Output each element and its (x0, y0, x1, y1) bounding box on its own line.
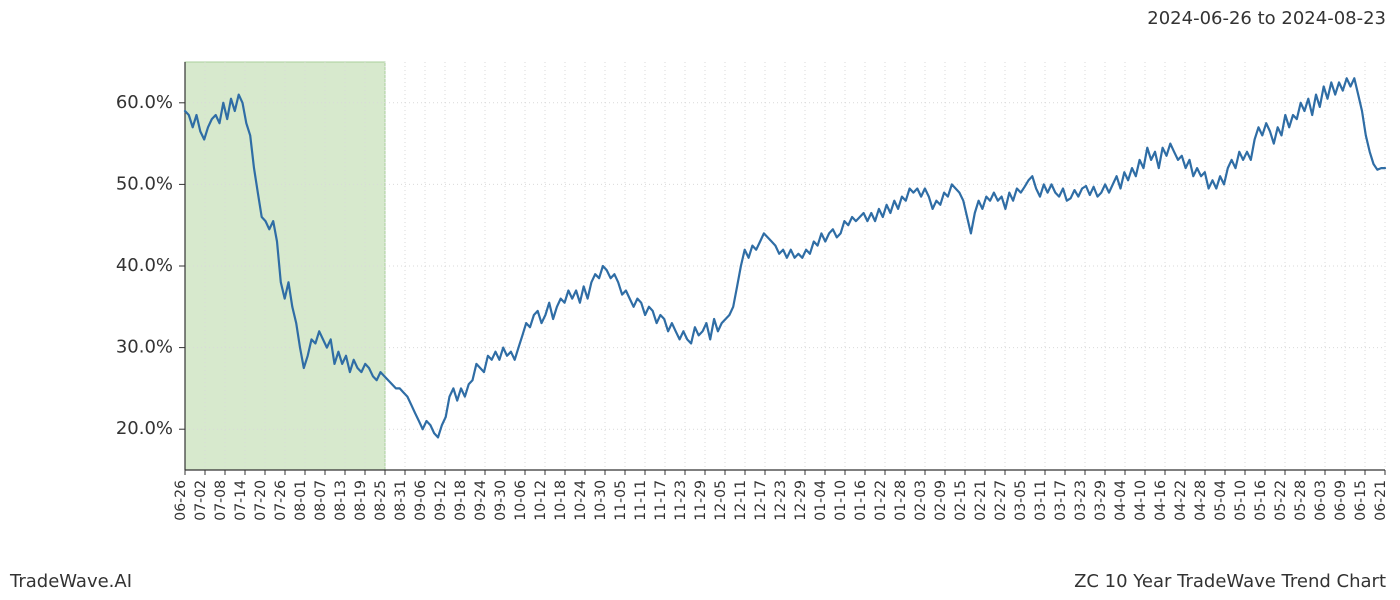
y-tick-label: 30.0% (116, 337, 173, 358)
x-tick-label: 09-24 (473, 480, 489, 521)
x-tick-label: 11-11 (633, 480, 649, 521)
x-tick-label: 03-17 (1053, 480, 1069, 521)
x-tick-label: 12-11 (733, 480, 749, 521)
x-tick-label: 11-17 (653, 480, 669, 521)
x-tick-label: 05-22 (1273, 480, 1289, 521)
trend-chart: 20.0% 30.0% 40.0% 50.0% 60.0% 06-2607-0207-08… (0, 0, 1400, 600)
x-tick-label: 05-16 (1253, 480, 1269, 521)
x-tick-label: 07-20 (253, 480, 269, 521)
x-tick-label: 01-22 (873, 480, 889, 521)
x-tick-label: 05-28 (1293, 480, 1309, 521)
x-tick-label: 01-04 (813, 480, 829, 521)
x-tick-label: 05-04 (1213, 480, 1229, 521)
x-tick-label: 12-17 (753, 480, 769, 521)
x-tick-label: 06-26 (173, 480, 189, 521)
x-tick-label: 12-29 (793, 480, 809, 521)
y-tick-label: 40.0% (116, 255, 173, 276)
x-tick-label: 12-05 (713, 480, 729, 521)
x-tick-label: 07-14 (233, 480, 249, 521)
y-tick-label: 20.0% (116, 418, 173, 439)
x-tick-label: 06-09 (1333, 480, 1349, 521)
x-tick-label: 07-02 (193, 480, 209, 521)
x-tick-label: 06-03 (1313, 480, 1329, 521)
y-tick-label: 60.0% (116, 92, 173, 113)
x-tick-label: 07-26 (273, 480, 289, 521)
x-tick-label: 06-21 (1373, 480, 1389, 521)
x-tick-label: 08-19 (353, 480, 369, 521)
x-tick-label: 01-28 (893, 480, 909, 521)
x-tick-label: 05-10 (1233, 480, 1249, 521)
x-tick-label: 02-21 (973, 480, 989, 521)
x-tick-label: 07-08 (213, 480, 229, 521)
x-tick-label: 10-24 (573, 480, 589, 521)
x-tick-label: 09-12 (433, 480, 449, 521)
x-tick-label: 10-30 (593, 480, 609, 521)
x-tick-label: 04-04 (1113, 480, 1129, 521)
x-tick-label: 01-10 (833, 480, 849, 521)
chart-title-label: ZC 10 Year TradeWave Trend Chart (1074, 571, 1386, 592)
x-tick-label: 08-01 (293, 480, 309, 521)
x-tick-label: 03-23 (1073, 480, 1089, 521)
x-tick-label: 01-16 (853, 480, 869, 521)
x-tick-label: 08-13 (333, 480, 349, 521)
x-tick-label: 10-06 (513, 480, 529, 521)
x-tick-label: 08-31 (393, 480, 409, 521)
x-tick-label: 04-28 (1193, 480, 1209, 521)
x-tick-label: 10-12 (533, 480, 549, 521)
x-tick-label: 09-18 (453, 480, 469, 521)
x-tick-label: 08-07 (313, 480, 329, 521)
x-tick-label: 03-05 (1013, 480, 1029, 521)
attribution-label: TradeWave.AI (10, 571, 132, 592)
x-tick-label: 09-06 (413, 480, 429, 521)
x-tick-label: 11-05 (613, 480, 629, 521)
x-tick-label: 04-22 (1173, 480, 1189, 521)
x-tick-label: 11-23 (673, 480, 689, 521)
x-tick-label: 09-30 (493, 480, 509, 521)
x-tick-label: 12-23 (773, 480, 789, 521)
x-tick-label: 08-25 (373, 480, 389, 521)
x-tick-label: 06-15 (1353, 480, 1369, 521)
x-tick-label: 02-27 (993, 480, 1009, 521)
x-tick-label: 02-03 (913, 480, 929, 521)
x-tick-label: 02-15 (953, 480, 969, 521)
x-tick-label: 11-29 (693, 480, 709, 521)
x-tick-label: 04-16 (1153, 480, 1169, 521)
x-tick-label: 03-29 (1093, 480, 1109, 521)
y-tick-label: 50.0% (116, 173, 173, 194)
x-tick-label: 03-11 (1033, 480, 1049, 521)
x-tick-label: 10-18 (553, 480, 569, 521)
x-tick-label: 04-10 (1133, 480, 1149, 521)
x-tick-label: 02-09 (933, 480, 949, 521)
